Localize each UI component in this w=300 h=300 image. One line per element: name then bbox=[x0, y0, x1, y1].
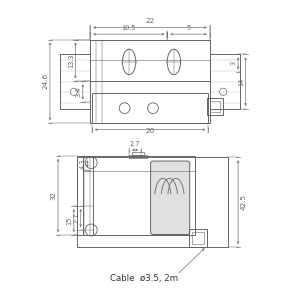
Text: 32: 32 bbox=[50, 191, 56, 200]
Text: 14: 14 bbox=[238, 77, 244, 86]
Text: 3.4: 3.4 bbox=[75, 87, 81, 97]
Bar bbox=[192, 232, 204, 244]
Bar bbox=[83, 156, 195, 235]
Bar bbox=[77, 156, 93, 235]
Bar bbox=[129, 155, 147, 158]
Text: 10.5: 10.5 bbox=[122, 25, 136, 31]
Text: 4.3: 4.3 bbox=[80, 159, 86, 169]
Bar bbox=[77, 158, 228, 247]
Bar bbox=[189, 229, 207, 247]
Text: 24.6: 24.6 bbox=[43, 73, 49, 89]
Bar bbox=[210, 101, 220, 112]
FancyBboxPatch shape bbox=[151, 161, 190, 235]
Bar bbox=[210, 54, 240, 109]
Text: 5: 5 bbox=[187, 25, 190, 31]
Bar bbox=[207, 98, 223, 115]
Text: 13.3: 13.3 bbox=[68, 53, 74, 68]
Bar bbox=[90, 40, 210, 123]
Text: 20: 20 bbox=[146, 128, 154, 134]
Bar bbox=[92, 93, 208, 123]
Bar bbox=[132, 152, 144, 155]
Text: 2.7: 2.7 bbox=[130, 141, 140, 147]
Text: 42.5: 42.5 bbox=[241, 194, 247, 210]
Text: Cable  ø3.5, 2m: Cable ø3.5, 2m bbox=[110, 274, 178, 284]
Bar bbox=[90, 40, 210, 81]
Bar bbox=[60, 54, 90, 109]
Text: 3: 3 bbox=[231, 61, 237, 65]
Text: 15: 15 bbox=[66, 217, 72, 225]
Text: 2.7: 2.7 bbox=[73, 213, 79, 223]
Text: 22: 22 bbox=[146, 18, 154, 24]
